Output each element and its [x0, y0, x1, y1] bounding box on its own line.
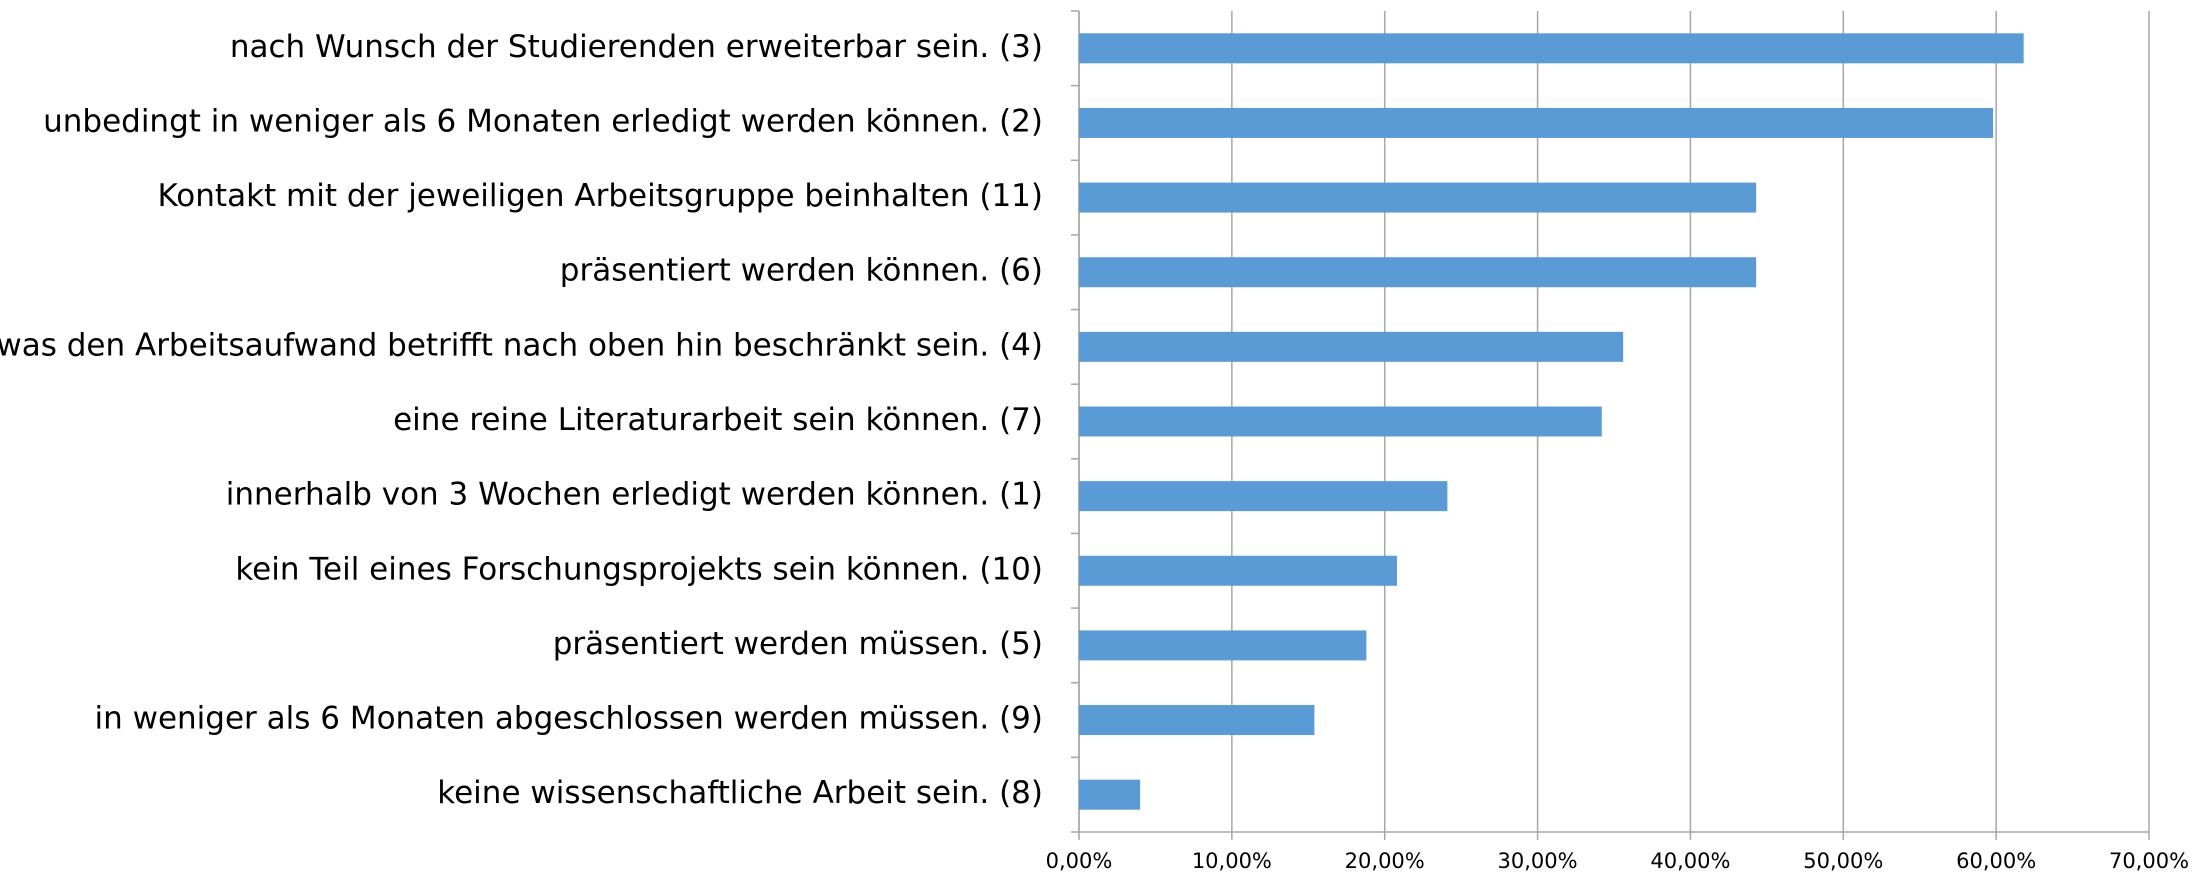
- y-tick-label: in weniger als 6 Monaten abgeschlossen w…: [94, 701, 1043, 737]
- y-tick-label: präsentiert werden können. (6): [560, 253, 1043, 289]
- bar: [1079, 182, 1757, 213]
- y-tick-label: kein Teil eines Forschungsprojekts sein …: [235, 551, 1043, 587]
- bar: [1079, 779, 1141, 810]
- x-tick-label: 0,00%: [1046, 849, 1113, 873]
- bar: [1079, 555, 1397, 586]
- x-tick-label: 30,00%: [1498, 849, 1578, 873]
- y-tick-label: eine reine Literaturarbeit sein können. …: [393, 402, 1043, 438]
- bar: [1079, 630, 1367, 661]
- y-tick-label: nach Wunsch der Studierenden erweiterbar…: [230, 29, 1043, 65]
- y-tick-label: innerhalb von 3 Wochen erledigt werden k…: [226, 477, 1043, 513]
- bar: [1079, 331, 1624, 362]
- y-tick-label: präsentiert werden müssen. (5): [553, 626, 1043, 662]
- bar: [1079, 257, 1757, 288]
- x-tick-label: 40,00%: [1650, 849, 1730, 873]
- bar: [1079, 107, 1994, 138]
- x-tick-label: 70,00%: [2109, 849, 2189, 873]
- y-tick-label: was den Arbeitsaufwand betrifft nach obe…: [0, 327, 1043, 363]
- bar: [1079, 406, 1602, 437]
- bar: [1079, 705, 1315, 736]
- bar: [1079, 33, 2024, 64]
- y-tick-label: keine wissenschaftliche Arbeit sein. (8): [437, 775, 1043, 811]
- y-tick-label: unbedingt in weniger als 6 Monaten erled…: [43, 103, 1043, 139]
- y-tick-label: Kontakt mit der jeweiligen Arbeitsgruppe…: [158, 178, 1043, 214]
- x-tick-label: 60,00%: [1956, 849, 2036, 873]
- bar: [1079, 481, 1448, 512]
- x-tick-label: 10,00%: [1192, 849, 1272, 873]
- x-tick-label: 50,00%: [1803, 849, 1883, 873]
- x-tick-label: 20,00%: [1345, 849, 1425, 873]
